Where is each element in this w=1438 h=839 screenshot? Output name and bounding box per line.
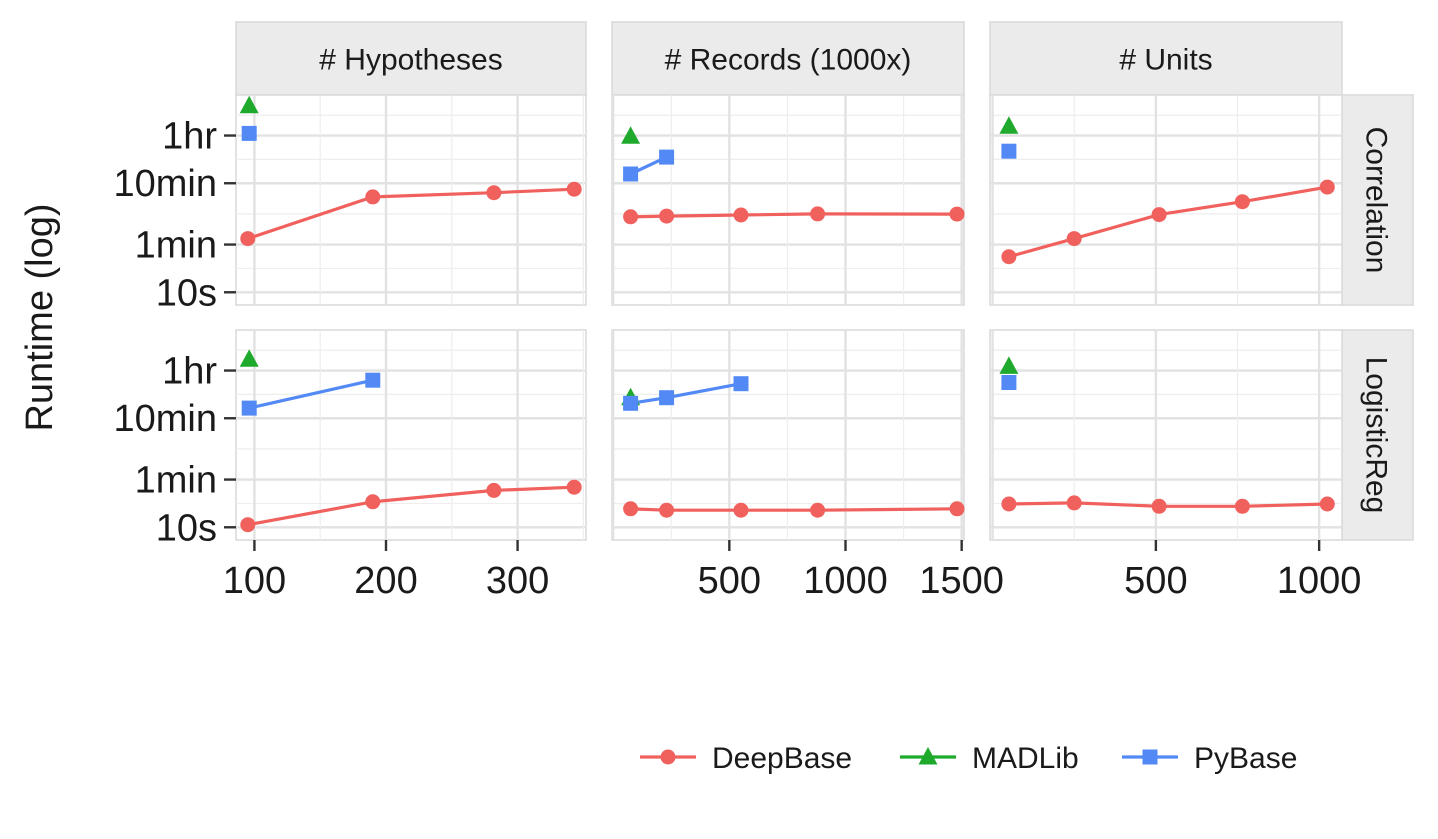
data-point-deepbase (1151, 498, 1167, 514)
data-point-pybase (623, 395, 639, 411)
legend-key-marker (660, 749, 676, 765)
data-point-pybase (623, 166, 639, 182)
data-point-deepbase (733, 207, 749, 223)
facet-strip-row (1341, 329, 1414, 541)
data-point-deepbase (659, 208, 675, 224)
y-tick-label: 1hr (162, 351, 217, 393)
y-tick-label: 10min (114, 398, 218, 440)
y-tick-label: 1hr (162, 116, 217, 158)
data-point-deepbase (1066, 231, 1082, 247)
panel (989, 329, 1343, 541)
x-tick-label: 1000 (803, 560, 888, 602)
panel-background (235, 329, 587, 541)
data-point-pybase (659, 390, 675, 406)
x-tick-label: 500 (698, 560, 761, 602)
y-axis-title: Runtime (log) (19, 203, 61, 431)
x-tick-label: 100 (223, 560, 286, 602)
panel (235, 329, 587, 541)
data-point-deepbase (1151, 207, 1167, 223)
data-point-pybase (365, 372, 381, 388)
legend-key-marker (1142, 749, 1158, 765)
data-point-deepbase (1001, 496, 1017, 512)
legend-item-pybase: PyBase (1122, 742, 1297, 775)
legend-item-madlib: MADLib (900, 742, 1079, 775)
x-tick-label: 200 (354, 560, 417, 602)
series-line-deepbase (247, 485, 575, 527)
data-point-deepbase (486, 185, 502, 201)
y-tick-label: 10s (156, 272, 217, 314)
facet-strip-col-label: # Records (1000x) (665, 44, 912, 77)
data-point-deepbase (623, 501, 639, 517)
x-tick-label: 500 (1124, 560, 1187, 602)
data-point-pybase (241, 400, 257, 416)
data-point-deepbase (623, 209, 639, 225)
data-point-deepbase (486, 482, 502, 498)
data-point-deepbase (566, 181, 582, 197)
data-point-deepbase (1319, 496, 1335, 512)
data-point-deepbase (240, 517, 256, 533)
panel (235, 94, 587, 306)
data-point-deepbase (659, 502, 675, 518)
data-point-deepbase (733, 502, 749, 518)
legend-label: PyBase (1194, 742, 1297, 775)
data-point-pybase (1001, 143, 1017, 159)
data-point-pybase (733, 376, 749, 392)
data-point-deepbase (365, 189, 381, 205)
legend-key-marker (918, 747, 938, 765)
data-point-deepbase (1066, 495, 1082, 511)
data-point-pybase (241, 125, 257, 141)
data-point-madlib (239, 349, 259, 367)
series-line-deepbase (630, 507, 958, 512)
facet-strip-col-label: # Units (1119, 44, 1212, 77)
facet-strip-col (235, 21, 587, 96)
panel (611, 329, 965, 541)
data-point-deepbase (810, 206, 826, 222)
data-point-deepbase (949, 206, 965, 222)
y-tick-label: 1min (135, 460, 217, 502)
data-point-madlib (239, 95, 259, 114)
panel (989, 94, 1343, 306)
y-tick-label: 10s (156, 507, 217, 549)
data-point-deepbase (1319, 179, 1335, 195)
legend-label: MADLib (972, 742, 1079, 775)
x-tick-label: 1500 (919, 560, 1004, 602)
facet-strip-row (1341, 94, 1414, 306)
facet-strip-row-label: LogisticReg (1360, 357, 1393, 514)
data-point-deepbase (1234, 194, 1250, 210)
panel-background (235, 94, 587, 306)
data-point-deepbase (1234, 498, 1250, 514)
facet-strip-col-label: # Hypotheses (319, 44, 502, 77)
data-point-deepbase (566, 479, 582, 495)
data-point-pybase (1001, 375, 1017, 390)
data-point-madlib (999, 356, 1019, 374)
data-point-deepbase (365, 494, 381, 510)
x-tick-label: 1000 (1277, 560, 1362, 602)
data-point-madlib (999, 116, 1019, 134)
y-tick-label: 10min (114, 163, 218, 205)
facet-strip-col (989, 21, 1343, 96)
y-tick-label: 1min (135, 225, 217, 267)
x-tick-label: 300 (486, 560, 549, 602)
data-point-deepbase (1001, 249, 1017, 265)
data-point-pybase (659, 149, 675, 165)
data-point-deepbase (240, 231, 256, 247)
legend-item-deepbase: DeepBase (640, 742, 852, 775)
series-line-pybase (248, 378, 374, 410)
data-point-deepbase (949, 501, 965, 517)
series-line-deepbase (247, 187, 575, 241)
panel (611, 94, 965, 306)
data-point-madlib (621, 126, 641, 144)
data-point-deepbase (810, 502, 826, 518)
facet-strip-row-label: Correlation (1360, 127, 1393, 274)
legend-label: DeepBase (712, 742, 852, 775)
facet-strip-col (611, 21, 965, 96)
panel-background (989, 94, 1343, 306)
